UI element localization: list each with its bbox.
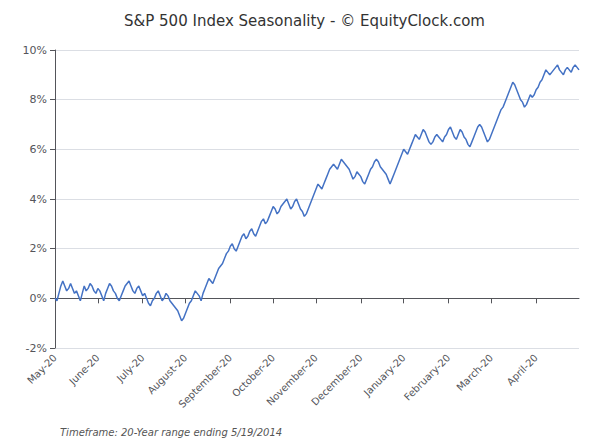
svg-text:January-20: January-20 [361,352,408,399]
svg-text:4%: 4% [30,193,47,206]
svg-text:November-20: November-20 [264,352,320,408]
svg-text:10%: 10% [23,44,47,57]
svg-text:September-20: September-20 [176,352,234,410]
svg-text:October-20: October-20 [230,352,277,399]
svg-text:-2%: -2% [26,342,47,355]
svg-text:S&P 500 Index Seasonality - ©: S&P 500 Index Seasonality - © EquityCloc… [124,12,485,30]
svg-text:August-20: August-20 [145,352,189,396]
svg-text:8%: 8% [30,93,47,106]
svg-text:March-20: March-20 [454,352,495,393]
svg-text:6%: 6% [30,143,47,156]
svg-text:0%: 0% [30,292,47,305]
svg-text:June-20: June-20 [66,352,101,387]
svg-text:2%: 2% [30,242,47,255]
svg-text:May-20: May-20 [25,352,59,386]
svg-text:December-20: December-20 [309,352,364,407]
svg-text:Timeframe: 20-Year range endin: Timeframe: 20-Year range ending 5/19/201… [60,427,282,438]
svg-text:April-20: April-20 [505,352,540,387]
svg-text:July-20: July-20 [114,352,147,385]
svg-text:February-20: February-20 [402,352,452,402]
